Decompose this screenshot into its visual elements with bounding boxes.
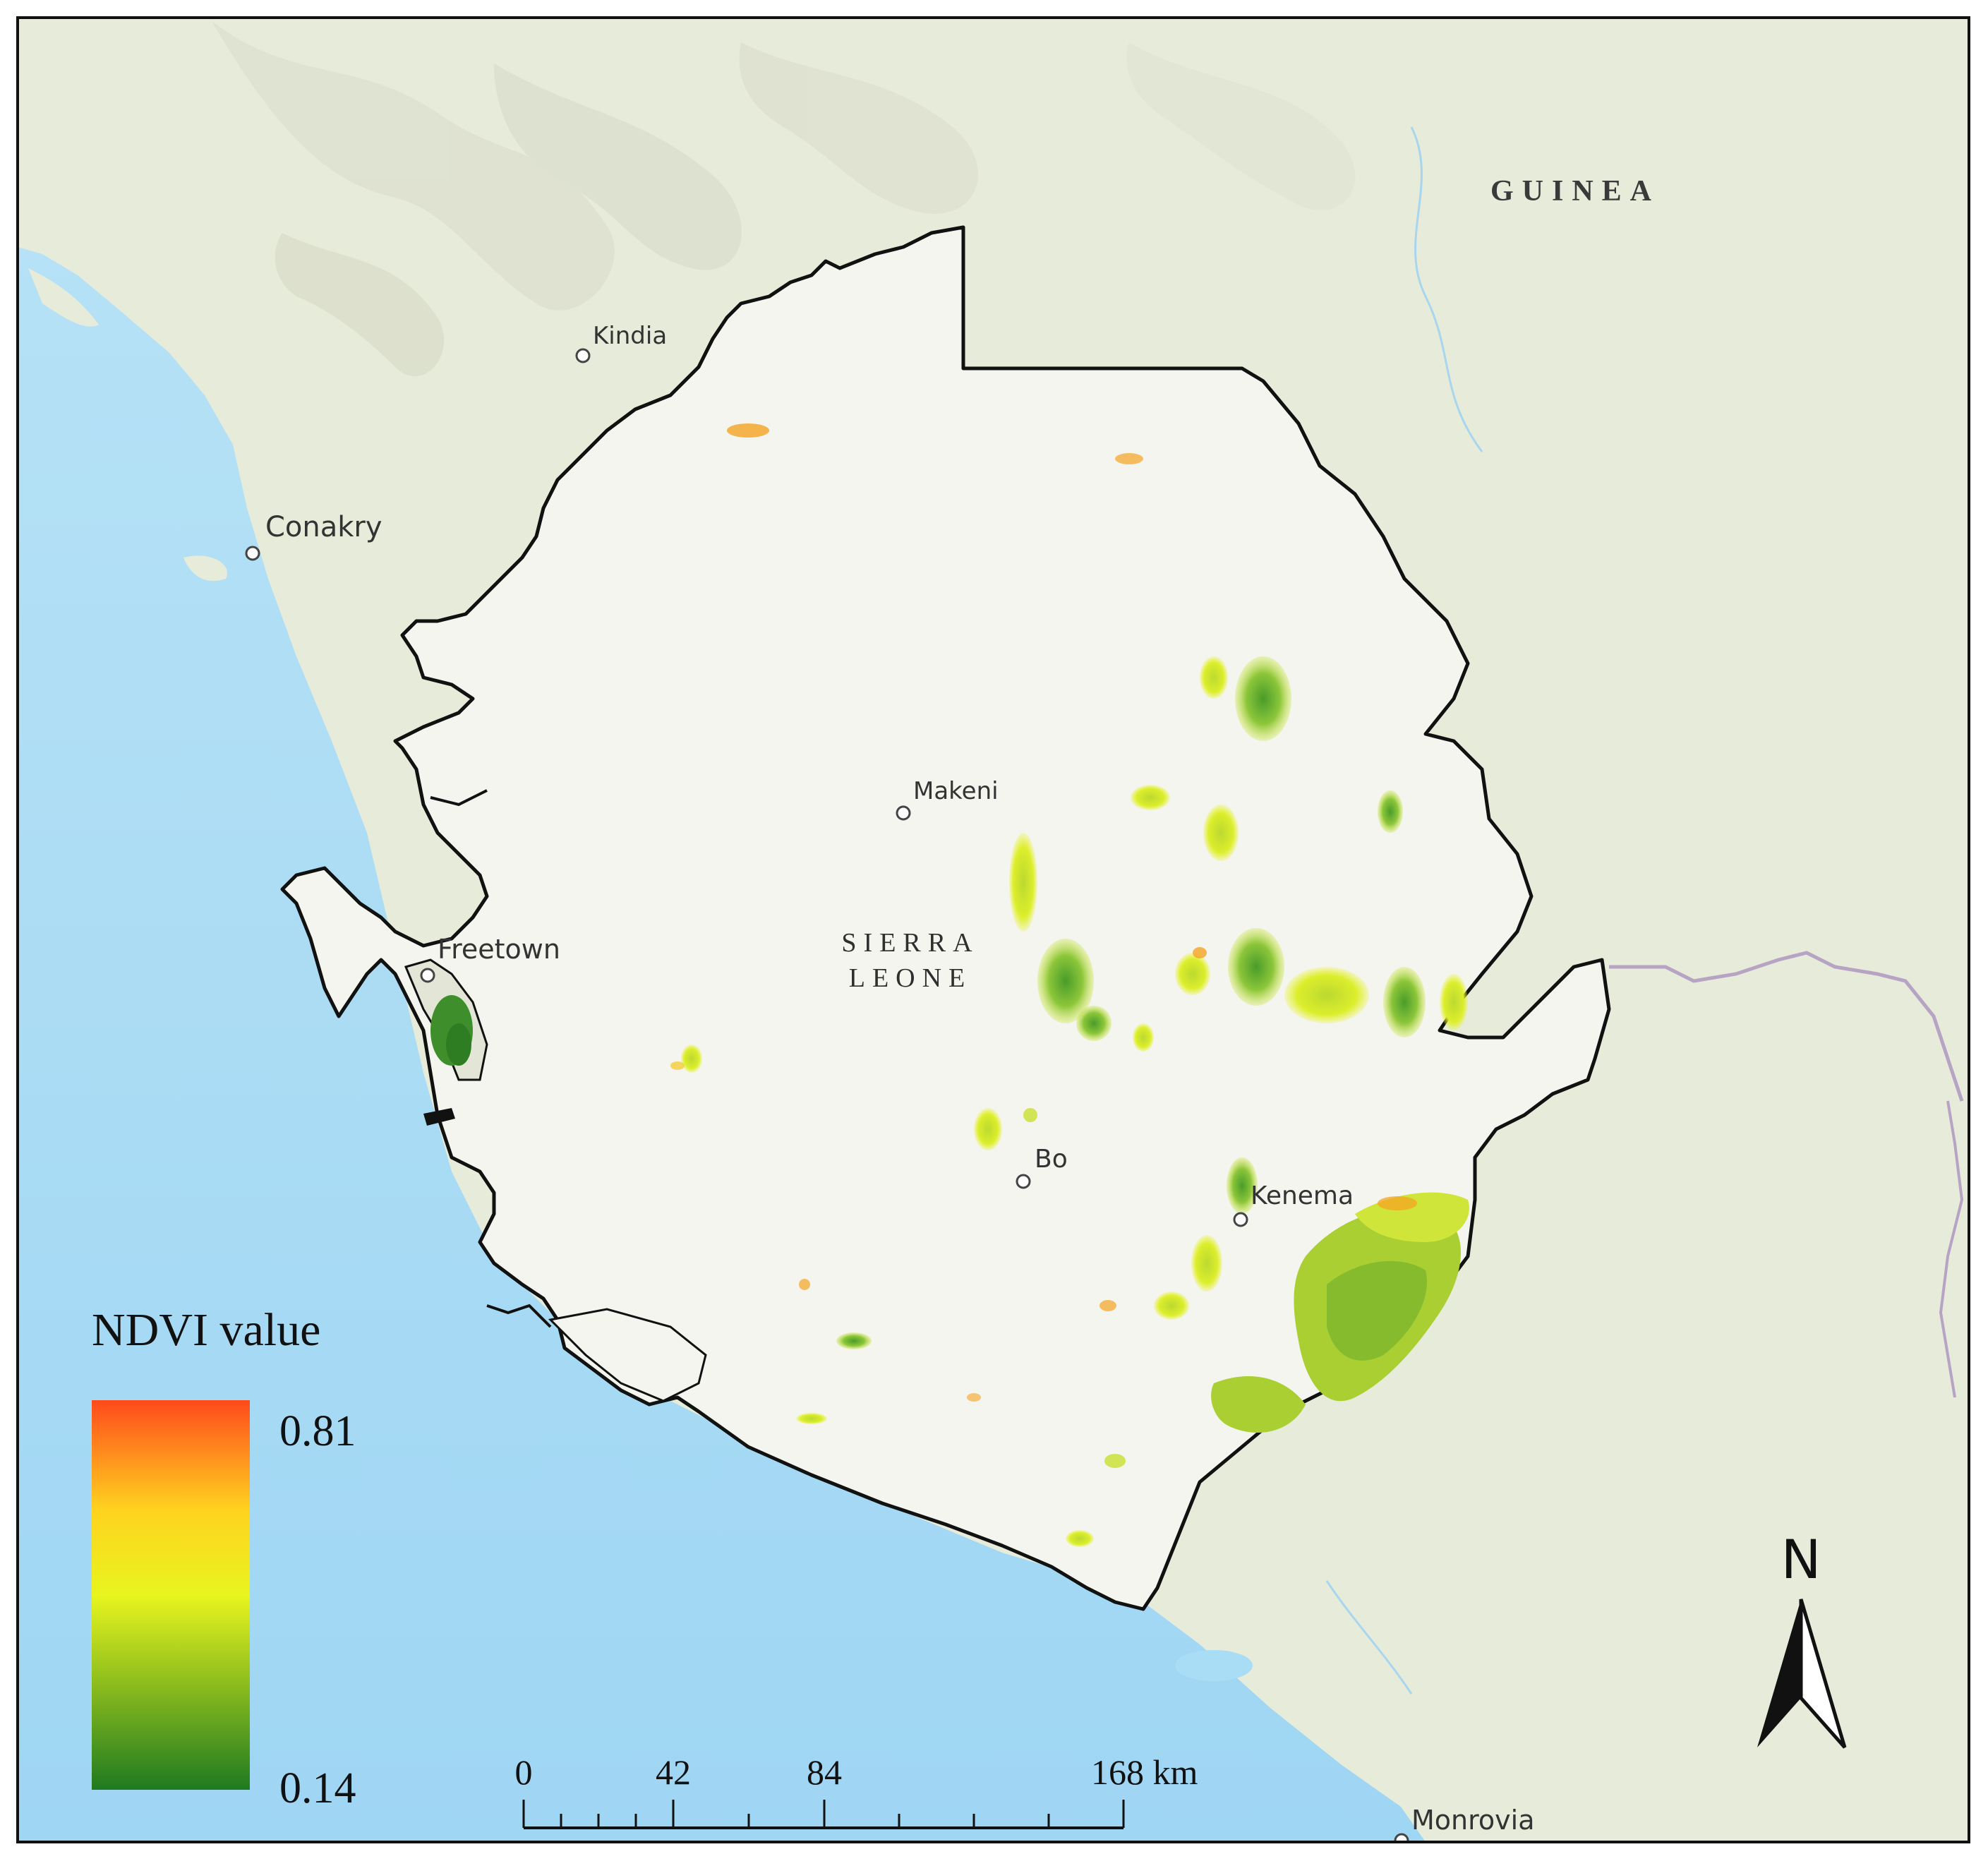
city-label-kindia: Kindia	[593, 322, 667, 350]
city-kenema: Kenema	[1233, 1181, 1354, 1227]
city-marker	[245, 546, 260, 561]
river-inlet-2	[430, 789, 488, 807]
city-label-bo: Bo	[1035, 1145, 1068, 1174]
scale-label-42: 42	[656, 1752, 691, 1792]
north-arrow: N	[1757, 1528, 1847, 1749]
legend-max-label: 0.81	[279, 1407, 356, 1455]
scale-label-0: 0	[515, 1752, 533, 1792]
north-arrow-icon	[1757, 1599, 1801, 1747]
city-label-kenema: Kenema	[1251, 1181, 1354, 1210]
city-marker	[420, 968, 435, 983]
city-marker	[575, 348, 591, 363]
lake	[1175, 1650, 1253, 1681]
legend-min-label: 0.14	[279, 1764, 356, 1812]
scale-label-168: 168 km	[1091, 1752, 1198, 1792]
legend: NDVI value 0.81 0.14	[92, 1304, 356, 1812]
city-label-conakry: Conakry	[265, 511, 382, 543]
city-label-makeni: Makeni	[913, 777, 999, 805]
city-freetown: Freetown	[420, 934, 560, 983]
city-kindia: Kindia	[575, 322, 667, 363]
sierra-leone-boundary	[280, 225, 1611, 1611]
city-marker	[1233, 1212, 1248, 1227]
ndvi-layer	[430, 423, 1469, 1547]
legend-color-ramp	[92, 1400, 250, 1790]
sherbro-island	[548, 1308, 707, 1402]
city-label-monrovia: Monrovia	[1411, 1805, 1535, 1836]
scale-label-84: 84	[807, 1752, 842, 1792]
city-monrovia: Monrovia	[1394, 1805, 1535, 1842]
banana-islands	[423, 1108, 455, 1126]
north-arrow-label: N	[1781, 1528, 1821, 1591]
city-bo: Bo	[1016, 1145, 1068, 1189]
country-label-sierra-leone-line1: SIERRA	[841, 928, 979, 958]
coastal-islands	[28, 268, 227, 582]
city-conakry: Conakry	[245, 511, 382, 561]
country-label-sierra-leone-line2: LEONE	[849, 963, 972, 993]
international-border	[1609, 951, 1964, 1102]
city-marker	[1016, 1174, 1031, 1189]
international-border-2	[1939, 1100, 1964, 1398]
country-label-guinea: GUINEA	[1490, 175, 1660, 207]
terrain-relief	[212, 21, 1356, 377]
legend-title: NDVI value	[92, 1304, 320, 1356]
city-label-freetown: Freetown	[438, 934, 560, 965]
city-makeni: Makeni	[896, 777, 999, 821]
river-inlet	[486, 1304, 552, 1328]
city-marker	[896, 805, 911, 821]
rivers	[1325, 126, 1483, 1695]
north-arrow-icon-outline	[1799, 1599, 1847, 1749]
scale-ticks	[522, 1800, 1125, 1828]
map-frame	[16, 16, 1970, 1843]
scale-bar: 0 42 84 168 km	[515, 1752, 1198, 1829]
